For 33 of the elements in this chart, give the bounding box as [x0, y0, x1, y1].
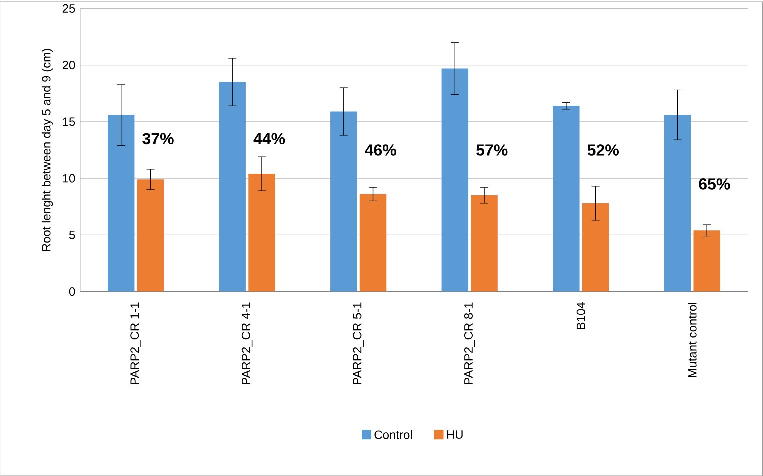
annotation: 44% [254, 133, 286, 144]
legend-label: HU [447, 430, 463, 439]
x-tick-label: Mutant control [688, 302, 697, 378]
bar [219, 82, 246, 292]
y-tick-label: 5 [69, 230, 76, 240]
legend-label: Control [374, 430, 412, 440]
annotation: 52% [588, 144, 619, 156]
y-axis-title: Root lenght between day 5 and 9 (cm) [42, 48, 54, 251]
y-tick-label: 15 [63, 118, 76, 126]
bar [694, 230, 720, 292]
bar [582, 203, 610, 292]
annotation: 37% [142, 133, 174, 144]
bar [248, 174, 276, 292]
x-tick-label: PARP2_CR 4-1 [242, 302, 253, 384]
bar [108, 114, 135, 292]
annotation: 57% [476, 144, 508, 156]
x-tick-label: PARP2_CR 1-1 [130, 302, 142, 384]
bar [137, 180, 164, 292]
annotation: 65% [699, 178, 730, 190]
x-tick-label: PARP2_CR 8-1 [464, 302, 476, 384]
bar [442, 68, 469, 292]
y-tick-label: 20 [62, 60, 76, 70]
y-tick-label: 25 [62, 4, 76, 13]
bar [664, 114, 692, 292]
bar [471, 195, 498, 292]
y-tick-label: 0 [69, 287, 76, 296]
x-tick-label: B104 [576, 302, 586, 330]
y-tick-label: 10 [63, 174, 76, 183]
x-tick-label: PARP2_CR 5-1 [353, 302, 364, 384]
bar [330, 112, 358, 292]
bar [553, 106, 580, 292]
annotation: 46% [365, 144, 396, 156]
bar [360, 194, 387, 292]
